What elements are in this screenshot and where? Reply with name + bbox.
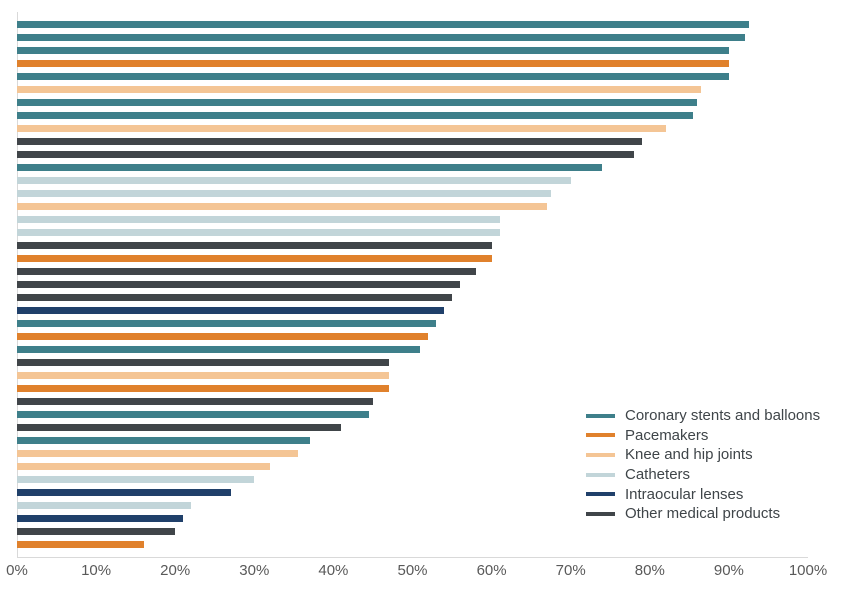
x-axis-line: [17, 557, 808, 558]
bar-38-catheters: [17, 502, 191, 509]
bar-4-pacemakers: [17, 60, 729, 67]
bar-31-coronary-stents-and-balloons: [17, 411, 369, 418]
x-tick-label-90: 90%: [713, 562, 744, 579]
legend-label-knee-and-hip-joints: Knee and hip joints: [625, 446, 753, 464]
bar-9-knee-and-hip-joints: [17, 125, 666, 132]
bar-10-other-medical-products: [17, 138, 642, 145]
bar-18-other-medical-products: [17, 242, 492, 249]
legend-swatch-intraocular-lenses: [586, 492, 615, 497]
bar-12-coronary-stents-and-balloons: [17, 164, 603, 171]
x-tick-label-10: 10%: [81, 562, 112, 579]
legend-item-pacemakers: Pacemakers: [586, 426, 820, 446]
bar-22-other-medical-products: [17, 294, 453, 301]
bar-35-knee-and-hip-joints: [17, 463, 271, 470]
bar-8-coronary-stents-and-balloons: [17, 112, 694, 119]
legend-item-catheters: Catheters: [586, 465, 820, 485]
x-tick-label-30: 30%: [239, 562, 270, 579]
bar-19-pacemakers: [17, 255, 492, 262]
bar-25-pacemakers: [17, 333, 429, 340]
bar-30-other-medical-products: [17, 398, 373, 405]
legend: Coronary stents and balloons Pacemakers Kn…: [586, 406, 820, 524]
legend-item-coronary-stents-and-balloons: Coronary stents and balloons: [586, 406, 820, 426]
bar-40-other-medical-products: [17, 528, 176, 535]
bar-21-other-medical-products: [17, 281, 460, 288]
bar-14-catheters: [17, 190, 551, 197]
x-tick-label-0: 0%: [6, 562, 28, 579]
legend-item-intraocular-lenses: Intraocular lenses: [586, 484, 820, 504]
legend-swatch-pacemakers: [586, 433, 615, 438]
bar-6-knee-and-hip-joints: [17, 86, 702, 93]
legend-label-other-medical-products: Other medical products: [625, 505, 781, 523]
bar-37-intraocular-lenses: [17, 489, 231, 496]
legend-swatch-coronary-stents-and-balloons: [586, 413, 615, 418]
bar-11-other-medical-products: [17, 151, 634, 158]
legend-item-knee-and-hip-joints: Knee and hip joints: [586, 445, 820, 465]
legend-label-coronary-stents-and-balloons: Coronary stents and balloons: [625, 407, 821, 425]
x-tick-label-20: 20%: [160, 562, 191, 579]
x-tick-label-50: 50%: [397, 562, 428, 579]
legend-label-catheters: Catheters: [625, 466, 691, 484]
legend-label-intraocular-lenses: Intraocular lenses: [625, 485, 744, 503]
x-tick-label-60: 60%: [476, 562, 507, 579]
bar-34-knee-and-hip-joints: [17, 450, 298, 457]
bar-2-coronary-stents-and-balloons: [17, 34, 745, 41]
bar-3-coronary-stents-and-balloons: [17, 47, 729, 54]
bar-32-other-medical-products: [17, 424, 342, 431]
bar-1-coronary-stents-and-balloons: [17, 21, 749, 28]
legend-item-other-medical-products: Other medical products: [586, 504, 820, 524]
bar-13-catheters: [17, 177, 571, 184]
bar-41-pacemakers: [17, 541, 144, 548]
bar-29-pacemakers: [17, 385, 389, 392]
x-tick-label-100: 100%: [788, 562, 828, 579]
bar-20-other-medical-products: [17, 268, 476, 275]
legend-swatch-knee-and-hip-joints: [586, 452, 615, 457]
bar-39-intraocular-lenses: [17, 515, 184, 522]
legend-swatch-other-medical-products: [586, 511, 615, 516]
bar-36-catheters: [17, 476, 255, 483]
bar-33-coronary-stents-and-balloons: [17, 437, 310, 444]
bar-24-coronary-stents-and-balloons: [17, 320, 437, 327]
x-tick-label-70: 70%: [555, 562, 586, 579]
bar-28-knee-and-hip-joints: [17, 372, 389, 379]
legend-swatch-catheters: [586, 472, 615, 477]
bar-5-coronary-stents-and-balloons: [17, 73, 729, 80]
bar-7-coronary-stents-and-balloons: [17, 99, 698, 106]
x-tick-label-80: 80%: [634, 562, 665, 579]
bar-26-coronary-stents-and-balloons: [17, 346, 421, 353]
x-tick-label-40: 40%: [318, 562, 349, 579]
bar-15-knee-and-hip-joints: [17, 203, 547, 210]
bar-17-catheters: [17, 229, 500, 236]
legend-label-pacemakers: Pacemakers: [625, 426, 709, 444]
bar-27-other-medical-products: [17, 359, 389, 366]
bar-23-intraocular-lenses: [17, 307, 445, 314]
bar-16-catheters: [17, 216, 500, 223]
